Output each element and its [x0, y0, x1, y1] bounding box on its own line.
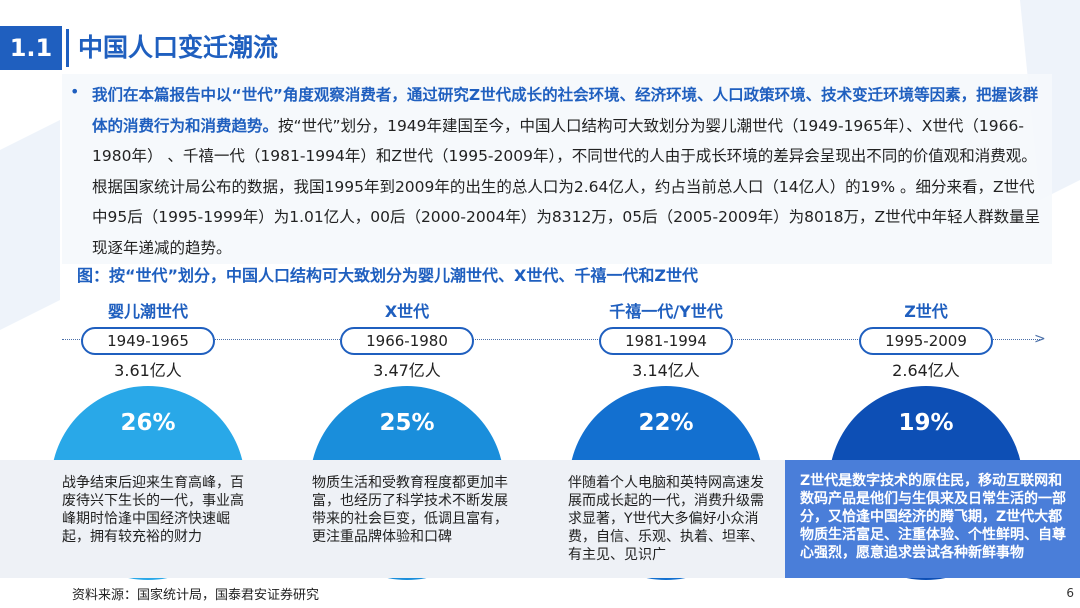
- intro-body: 按“世代”划分，1949年建国至今，中国人口结构可大致划分为婴儿潮世代（1949…: [92, 116, 1041, 257]
- generation-description: 物质生活和受教育程度都更加丰富，也经历了科学技术不断发展带来的社会巨变，低调且富…: [312, 475, 508, 545]
- generation-description: 战争结束后迎来生育高峰，百废待兴下生长的一代，事业高峰期时恰逢中国经济快速崛起，…: [62, 475, 244, 545]
- generation-percent: 26%: [120, 410, 176, 436]
- generation-title: Z世代: [904, 302, 948, 321]
- generation-title: X世代: [384, 302, 430, 321]
- generation-population: 2.64亿人: [892, 361, 960, 380]
- intro-highlight: 我们在本篇报告中以“世代”角度观察消费者，通过研究Z世代成长的社会环境、经济环境…: [92, 86, 1039, 135]
- generation-population: 3.47亿人: [373, 361, 441, 380]
- section-divider: [66, 29, 69, 67]
- intro-paragraph: 我们在本篇报告中以“世代”角度观察消费者，通过研究Z世代成长的社会环境、经济环境…: [92, 80, 1047, 263]
- generation-percent: 22%: [638, 410, 694, 436]
- page-number: 6: [1066, 586, 1074, 600]
- figure-caption: 图：按“世代”划分，中国人口结构可大致划分为婴儿潮世代、X世代、千禧一代和Z世代: [77, 266, 698, 285]
- generation-description: Z世代是数字技术的原住民，移动互联网和数码产品是他们与生俱来及日常生活的一部分，…: [800, 473, 1066, 561]
- generation-description: 伴随着个人电脑和英特网高速发展而成长起的一代，消费升级需求显著，Y世代大多偏好小…: [568, 475, 764, 563]
- generation-timeline: > 婴儿潮世代 1949-1965 3.61亿人 26% X世代 1966-19…: [0, 300, 1080, 580]
- arrow-right-icon: >: [1034, 331, 1046, 347]
- generation-percent: 25%: [379, 410, 435, 436]
- generation-years: 1949-1965: [81, 327, 215, 355]
- source-note: 资料来源：国家统计局，国泰君安证券研究: [72, 588, 320, 603]
- intro-panel: [62, 74, 1052, 264]
- generation-title: 千禧一代/Y世代: [609, 302, 723, 321]
- generation-z: Z世代 1995-2009 2.64亿人 19%: [826, 300, 1026, 580]
- generation-population: 3.14亿人: [632, 361, 700, 380]
- section-number: 1.1: [0, 26, 62, 70]
- section-title: 中国人口变迁潮流: [78, 33, 279, 62]
- description-band-highlight: [785, 460, 1080, 578]
- generation-title: 婴儿潮世代: [107, 302, 188, 321]
- bullet-marker: •: [70, 82, 80, 101]
- generation-years: 1981-1994: [599, 327, 733, 355]
- generation-years: 1966-1980: [340, 327, 474, 355]
- generation-percent: 19%: [898, 410, 954, 436]
- timeline-axis: [62, 339, 1042, 340]
- generation-boomers: 婴儿潮世代 1949-1965 3.61亿人 26%: [48, 300, 248, 580]
- generation-millennials: 千禧一代/Y世代 1981-1994 3.14亿人 22%: [566, 300, 766, 580]
- section-header: 1.1 中国人口变迁潮流: [0, 26, 1080, 70]
- generation-population: 3.61亿人: [114, 361, 182, 380]
- generation-x: X世代 1966-1980 3.47亿人 25%: [307, 300, 507, 580]
- generation-years: 1995-2009: [859, 327, 993, 355]
